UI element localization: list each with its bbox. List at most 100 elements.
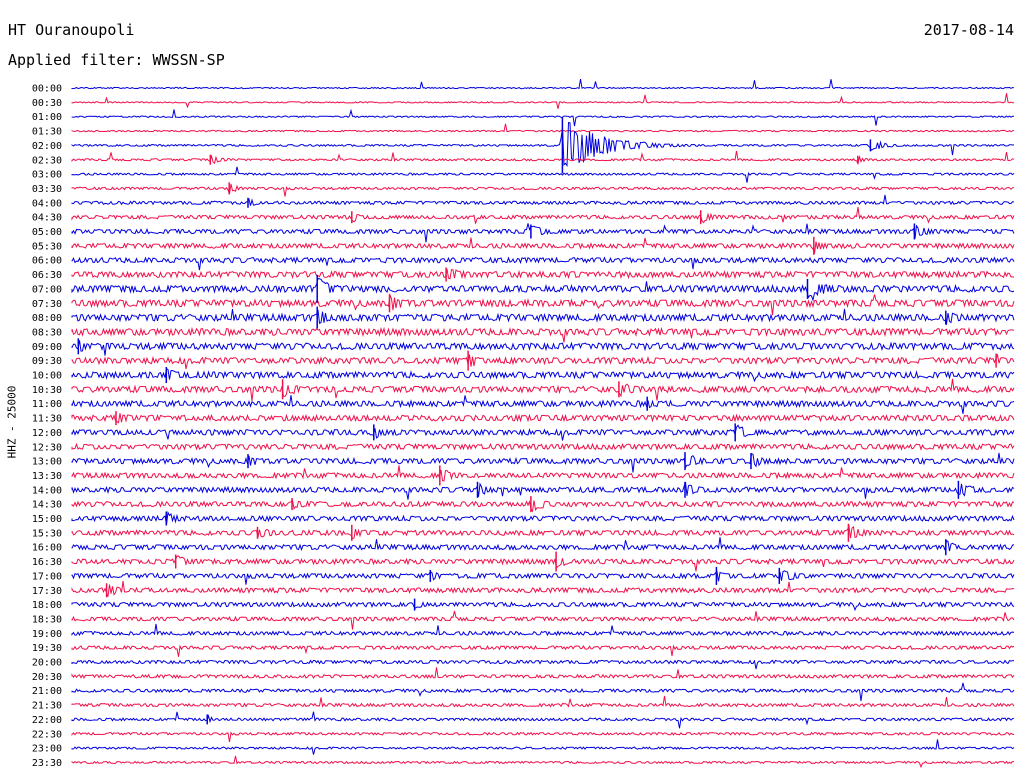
trace-row-0830 [71, 326, 1015, 343]
row-time-label: 00:00 [32, 84, 62, 95]
trace-row-1230 [71, 442, 1015, 451]
trace-row-0800 [71, 308, 1015, 326]
station-name: HT Ouranoupoli [8, 21, 135, 39]
row-time-label: 13:30 [32, 471, 62, 482]
row-time-label: 19:00 [32, 629, 62, 640]
trace-row-1830 [71, 610, 1015, 630]
trace-row-0730 [71, 293, 1015, 316]
row-time-label: 09:30 [32, 356, 62, 367]
trace-row-1530 [71, 524, 1015, 539]
trace-row-0100 [71, 108, 1014, 127]
row-time-label: 21:00 [32, 686, 62, 697]
row-time-label: 06:30 [32, 270, 62, 281]
row-time-label: 22:30 [32, 729, 62, 740]
row-time-label: 17:30 [32, 586, 62, 597]
trace-row-2130 [71, 695, 1015, 708]
row-time-label: 05:30 [32, 241, 62, 252]
row-time-label: 19:30 [32, 643, 62, 654]
row-time-label: 10:00 [32, 371, 62, 382]
trace-row-2000 [71, 659, 1015, 670]
row-time-label: 23:00 [32, 744, 62, 755]
trace-row-0930 [71, 353, 1015, 370]
trace-row-1700 [71, 570, 1015, 585]
row-time-label: 08:30 [32, 327, 62, 338]
row-time-label: 09:00 [32, 342, 62, 353]
trace-row-1900 [71, 623, 1015, 637]
row-time-label: 05:00 [32, 227, 62, 238]
trace-row-0030 [71, 93, 1014, 109]
trace-row-1100 [71, 395, 1015, 414]
row-time-label: 12:30 [32, 442, 62, 453]
trace-row-0900 [71, 340, 1015, 356]
trace-row-0430 [71, 206, 1015, 224]
trace-row-1500 [71, 510, 1015, 525]
trace-row-2330 [71, 755, 1015, 769]
row-time-label: 16:30 [32, 557, 62, 568]
trace-row-1800 [71, 601, 1015, 612]
row-time-label: 23:30 [32, 758, 62, 769]
trace-row-2230 [71, 731, 1015, 742]
trace-row-0600 [71, 256, 1015, 271]
trace-row-2200 [71, 711, 1015, 729]
trace-row-0630 [71, 268, 1015, 280]
row-time-label: 02:00 [32, 141, 62, 152]
trace-row-1130 [71, 413, 1015, 424]
row-time-label: 03:00 [32, 170, 62, 181]
row-time-label: 20:30 [32, 672, 62, 683]
row-time-label: 01:00 [32, 112, 62, 123]
row-time-label: 13:00 [32, 457, 62, 468]
trace-row-0400 [71, 194, 1015, 206]
trace-row-1200 [71, 424, 1015, 441]
row-time-label: 14:00 [32, 485, 62, 496]
row-time-label: 20:00 [32, 658, 62, 669]
trace-row-1930 [71, 644, 1015, 657]
record-date: 2017-08-14 [923, 21, 1014, 39]
trace-row-0000 [71, 79, 1015, 90]
row-time-label: 07:00 [32, 284, 62, 295]
row-time-label: 21:30 [32, 701, 62, 712]
trace-row-2100 [71, 682, 1015, 701]
trace-row-1330 [71, 465, 1015, 482]
row-time-label: 15:30 [32, 528, 62, 539]
trace-row-1300 [71, 452, 1015, 473]
trace-row-0230 [71, 150, 1015, 166]
trace-row-1030 [71, 378, 1015, 402]
row-time-label: 07:30 [32, 299, 62, 310]
row-time-label: 00:30 [32, 98, 62, 109]
trace-row-1400 [71, 481, 1015, 500]
trace-row-1600 [71, 537, 1015, 552]
trace-row-0200 [71, 122, 1015, 168]
row-time-label: 08:00 [32, 313, 62, 324]
row-time-label: 16:00 [32, 543, 62, 554]
row-time-label: 11:30 [32, 414, 62, 425]
row-time-label: 18:30 [32, 614, 62, 625]
trace-row-0130 [71, 123, 1015, 133]
trace-row-1430 [71, 499, 1015, 513]
row-time-label: 12:00 [32, 428, 62, 439]
row-time-label: 17:00 [32, 571, 62, 582]
trace-row-0300 [71, 166, 1015, 183]
trace-row-0700 [71, 278, 1015, 302]
trace-row-2030 [71, 667, 1015, 680]
row-time-label: 04:00 [32, 198, 62, 209]
row-time-label: 14:30 [32, 500, 62, 511]
row-time-label: 06:00 [32, 256, 62, 267]
trace-row-0500 [71, 223, 1015, 243]
applied-filter: Applied filter: WWSSN-SP [8, 51, 225, 69]
row-time-label: 22:00 [32, 715, 62, 726]
row-time-label: 03:30 [32, 184, 62, 195]
row-time-label: 18:00 [32, 600, 62, 611]
row-time-label: 01:30 [32, 127, 62, 138]
trace-row-0330 [71, 183, 1014, 197]
trace-row-2300 [71, 739, 1015, 755]
row-time-label: 10:30 [32, 385, 62, 396]
row-time-label: 15:00 [32, 514, 62, 525]
row-time-label: 04:30 [32, 213, 62, 224]
row-time-label: 11:00 [32, 399, 62, 410]
trace-row-1730 [71, 581, 1015, 597]
trace-row-1630 [71, 555, 1015, 572]
trace-row-1000 [71, 367, 1015, 383]
trace-row-0530 [71, 237, 1015, 254]
row-time-label: 02:30 [32, 155, 62, 166]
